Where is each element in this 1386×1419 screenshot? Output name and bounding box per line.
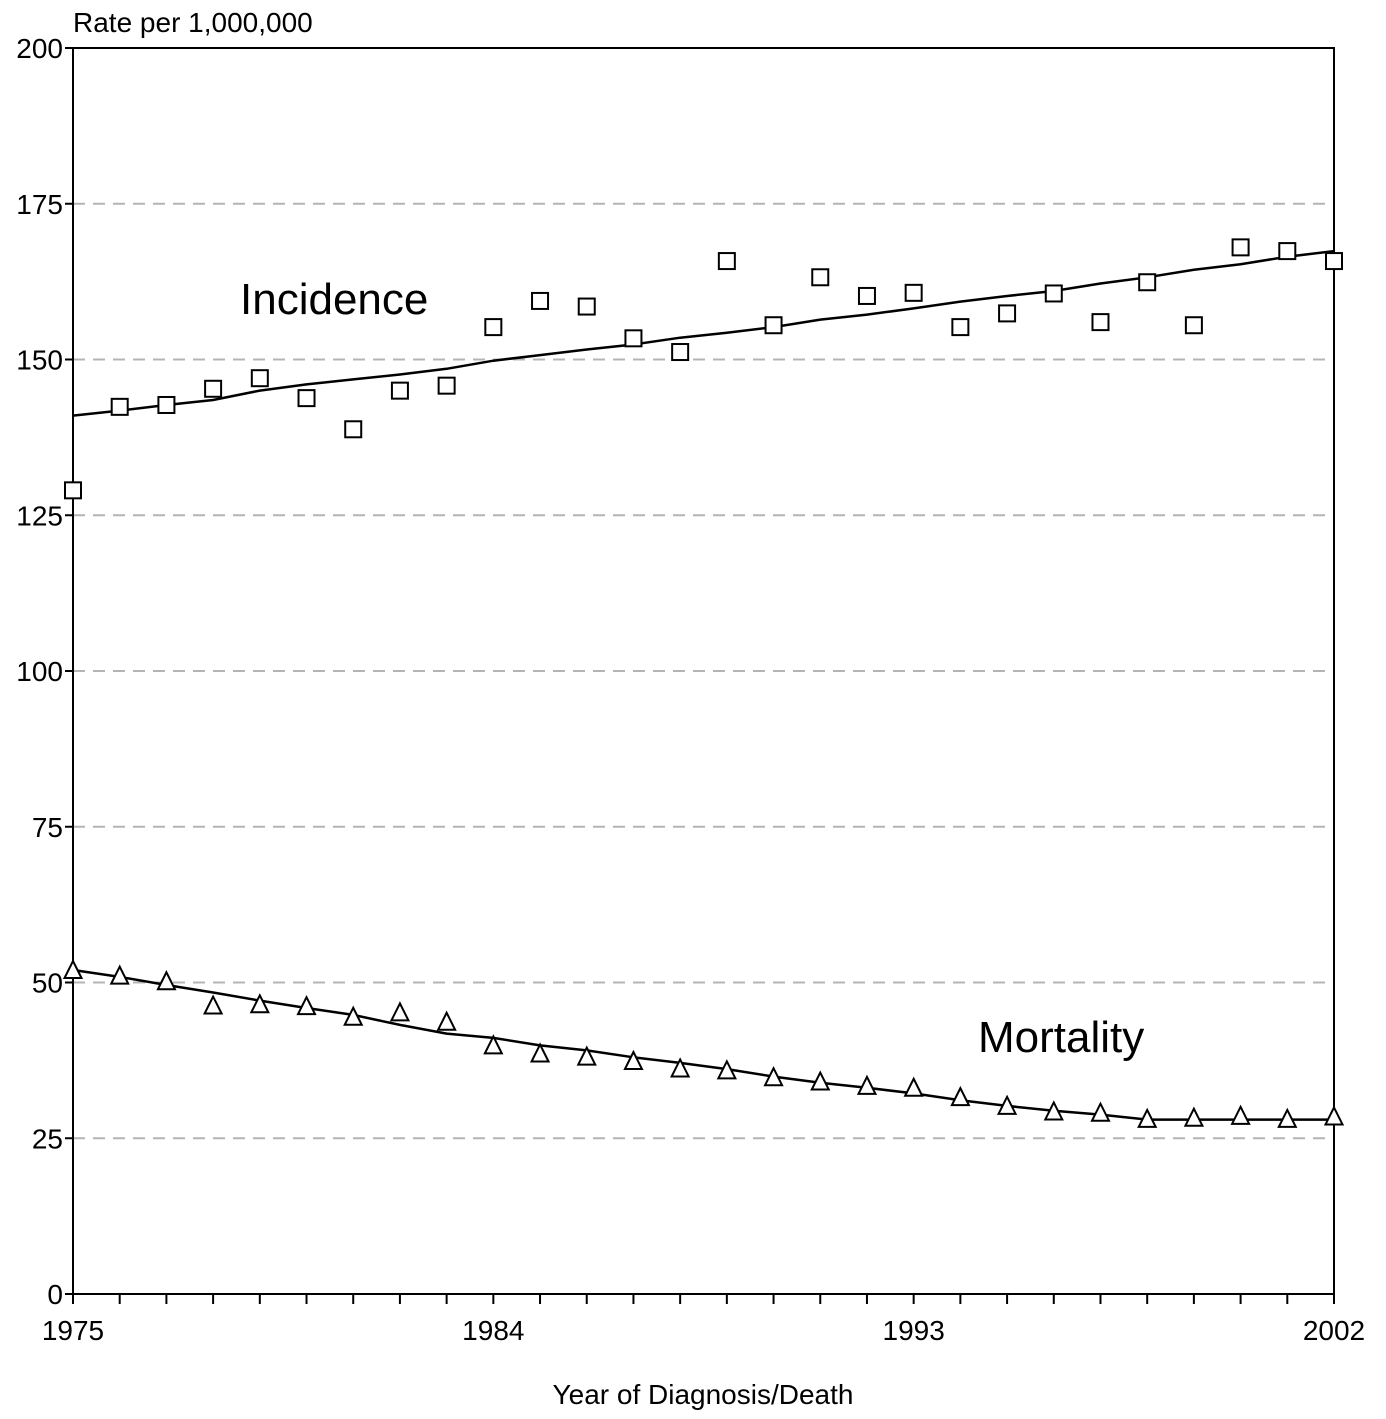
mortality-point: [1230, 1104, 1251, 1125]
mortality-point: [296, 994, 317, 1016]
incidence-point: [437, 376, 456, 395]
incidence-point: [811, 268, 830, 287]
incidence-point: [157, 395, 176, 414]
mortality-point: [202, 994, 224, 1015]
incidence-fitted-line: [72, 249, 1335, 417]
mortality-point: [856, 1074, 878, 1095]
mortality-point: [810, 1070, 831, 1091]
incidence-point: [204, 379, 223, 398]
incidence-point: [110, 397, 129, 416]
y-tick-label: 125: [16, 500, 63, 531]
incidence-point: [531, 291, 550, 310]
incidence-point: [717, 252, 736, 271]
mortality-point: [950, 1085, 971, 1107]
incidence-point: [1325, 252, 1343, 271]
data-markers: [62, 238, 1345, 1128]
y-tick-label: 100: [16, 656, 63, 687]
mortality-point: [529, 1042, 551, 1063]
mortality-point: [389, 1001, 411, 1022]
y-tick-label: 75: [32, 812, 63, 843]
mortality-point: [623, 1049, 644, 1070]
incidence-point: [577, 297, 596, 316]
incidence-point: [250, 369, 269, 388]
mortality-point: [249, 993, 270, 1014]
y-tick-label: 50: [32, 968, 63, 999]
x-tick-label: 1975: [42, 1315, 104, 1346]
incidence-point: [390, 381, 409, 400]
incidence-point: [1044, 284, 1063, 303]
mortality-point: [1090, 1101, 1111, 1122]
mortality-point: [109, 964, 130, 985]
x-tick-label: 1993: [883, 1315, 945, 1346]
mortality-label: Mortality: [978, 1013, 1144, 1062]
mortality-point: [1043, 1100, 1064, 1121]
y-axis-title: Rate per 1,000,000: [73, 7, 313, 38]
incidence-point: [1138, 273, 1157, 292]
incidence-point: [297, 389, 316, 408]
incidence-point: [904, 283, 923, 302]
y-tick-label: 200: [16, 33, 63, 64]
mortality-point: [1277, 1107, 1298, 1128]
mortality-point: [156, 970, 177, 991]
y-tick-label: 150: [16, 345, 63, 376]
incidence-point: [1231, 238, 1250, 257]
mortality-point: [903, 1076, 924, 1097]
mortality-point: [670, 1057, 691, 1078]
mortality-point: [996, 1094, 1018, 1115]
incidence-point: [1278, 242, 1297, 261]
y-tick-label: 175: [16, 189, 63, 220]
incidence-point: [64, 481, 82, 500]
gridlines: [73, 202, 1334, 1140]
incidence-point: [764, 316, 783, 335]
incidence-point: [998, 304, 1017, 323]
incidence-point: [344, 420, 363, 439]
incidence-point: [484, 318, 503, 337]
mortality-point: [1323, 1105, 1345, 1126]
mortality-point: [1137, 1107, 1158, 1128]
y-tick-label: 25: [32, 1123, 63, 1154]
incidence-label: Incidence: [240, 275, 428, 324]
x-axis-title: Year of Diagnosis/Death: [553, 1379, 854, 1410]
incidence-point: [951, 318, 970, 337]
x-tick-label: 2002: [1303, 1315, 1365, 1346]
mortality-point: [343, 1005, 364, 1026]
fitted-lines: [72, 249, 1335, 1121]
incidence-point: [624, 329, 643, 348]
mortality-point: [716, 1059, 737, 1080]
mortality-point: [1183, 1106, 1205, 1127]
mortality-point: [62, 958, 84, 980]
axis-ticks: 0 25 50 75 100 125 150 175 200 1975 1984 1993 2002: [16, 33, 1365, 1346]
mortality-point: [576, 1045, 597, 1066]
incidence-point: [857, 286, 876, 305]
mortality-point: [483, 1034, 504, 1055]
x-tick-label: 1984: [462, 1315, 524, 1346]
mortality-point: [763, 1065, 784, 1087]
incidence-point: [1184, 316, 1203, 335]
incidence-point: [1091, 313, 1110, 332]
mortality-point: [436, 1010, 457, 1031]
y-tick-label: 0: [47, 1279, 63, 1310]
incidence-point: [671, 343, 690, 362]
mortality-fitted-line: [72, 968, 1334, 1121]
